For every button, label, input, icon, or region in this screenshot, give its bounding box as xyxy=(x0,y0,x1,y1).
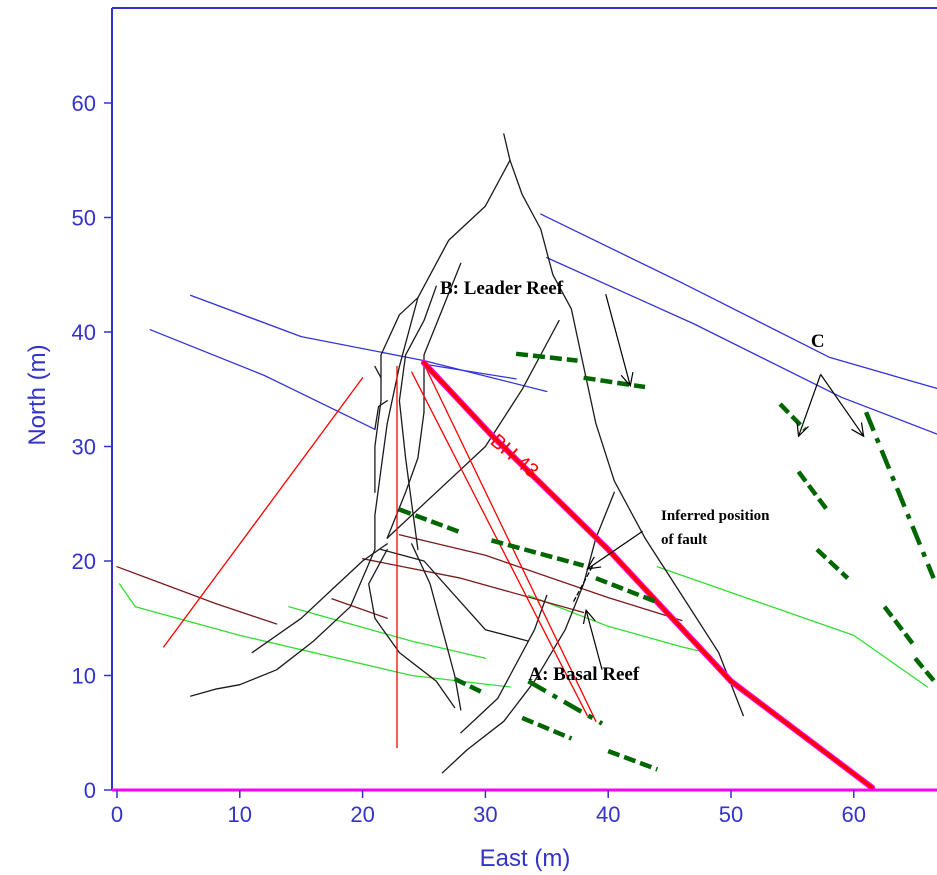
annotation-label-5: BH 43 xyxy=(486,430,543,483)
intersection-line-47 xyxy=(527,679,604,726)
y-tick-label: 20 xyxy=(72,549,96,574)
intersection-line-48 xyxy=(864,411,936,580)
x-axis-title: East (m) xyxy=(480,845,571,872)
section-line-30 xyxy=(423,363,597,722)
contour-line-19 xyxy=(380,548,530,642)
blue-reef-line-2 xyxy=(540,213,937,390)
annotation-arrow-1 xyxy=(796,374,822,438)
blue-reef-line-0 xyxy=(190,294,548,393)
intersection-line-42 xyxy=(778,402,807,431)
y-tick-label: 50 xyxy=(72,206,96,231)
intersection-line-46 xyxy=(913,656,937,685)
contour-line-25 xyxy=(374,365,382,379)
intersection-line-41 xyxy=(607,748,659,772)
intersection-line-43 xyxy=(796,470,829,511)
annotation-label-2: Inferred position xyxy=(661,508,770,524)
annotation-arrow-4 xyxy=(582,608,603,670)
annotation-layer: B: Leader Reef C Inferred position of fault… xyxy=(440,278,865,685)
brown-reef-line-12 xyxy=(361,558,585,614)
y-tick-label: 40 xyxy=(72,320,96,345)
contour-line-16 xyxy=(398,285,437,551)
x-tick-label: 40 xyxy=(596,802,620,827)
contour-line-24 xyxy=(251,543,388,654)
intersection-line-44 xyxy=(815,547,850,580)
brown-reef-line-11 xyxy=(398,534,683,622)
intersection-line-39 xyxy=(453,676,487,696)
blue-reef-line-3 xyxy=(546,256,937,435)
brown-reef-line-10 xyxy=(331,598,388,619)
contour-line-22 xyxy=(411,543,462,711)
x-tick-label: 20 xyxy=(350,802,374,827)
annotation-arrow-2 xyxy=(820,374,865,438)
x-tick-label: 50 xyxy=(719,802,743,827)
brown-reef-line-9 xyxy=(116,566,278,625)
annotation-label-1: C xyxy=(811,331,825,352)
contour-line-23 xyxy=(460,594,548,734)
borehole-line-32 xyxy=(422,360,875,790)
blue-reef-line-4 xyxy=(423,363,517,380)
intersection-line-38 xyxy=(595,576,659,605)
x-tick-label: 60 xyxy=(842,802,866,827)
intersection-line-40 xyxy=(521,715,573,741)
annotation-label-3: of fault xyxy=(661,532,707,548)
intersection-line-37 xyxy=(490,538,585,568)
intersection-line-45 xyxy=(882,605,917,649)
x-tick-label: 30 xyxy=(473,802,497,827)
green-reef-line-8 xyxy=(656,566,929,688)
borehole-trace-line-31 xyxy=(421,359,876,791)
contour-line-26 xyxy=(374,400,388,430)
annotation-arrow-3 xyxy=(586,530,643,570)
green-reef-line-6 xyxy=(288,606,487,659)
y-axis-title: North (m) xyxy=(24,344,51,445)
y-tick-label: 30 xyxy=(72,435,96,460)
x-tick-label: 10 xyxy=(228,802,252,827)
contour-line-14 xyxy=(509,159,744,717)
section-line-27 xyxy=(163,377,364,648)
annotation-label-0: B: Leader Reef xyxy=(440,278,564,299)
y-tick-label: 10 xyxy=(72,664,96,689)
contour-line-13 xyxy=(190,133,511,697)
contour-line-20 xyxy=(441,491,615,774)
fault-line-33 xyxy=(573,566,593,602)
x-tick-label: 0 xyxy=(111,802,123,827)
intersection-line-35 xyxy=(583,375,646,390)
y-tick-label: 0 xyxy=(84,778,96,803)
y-tick-label: 60 xyxy=(72,91,96,116)
green-reef-line-7 xyxy=(527,594,708,654)
contour-line-21 xyxy=(368,548,456,709)
data-layer xyxy=(116,133,937,791)
contour-line-17 xyxy=(386,262,462,539)
green-reef-line-5 xyxy=(118,583,511,688)
plot-frame xyxy=(111,7,937,790)
annotation-label-4: A: Basal Reef xyxy=(528,664,639,685)
intersection-line-36 xyxy=(398,507,462,535)
contour-line-18 xyxy=(386,319,560,539)
annotation-arrow-0 xyxy=(605,294,634,388)
ticks-layer: 0 10 20 30 40 50 60 0 10 20 30 40 50 60 xyxy=(72,91,867,827)
intersection-line-34 xyxy=(515,351,578,363)
